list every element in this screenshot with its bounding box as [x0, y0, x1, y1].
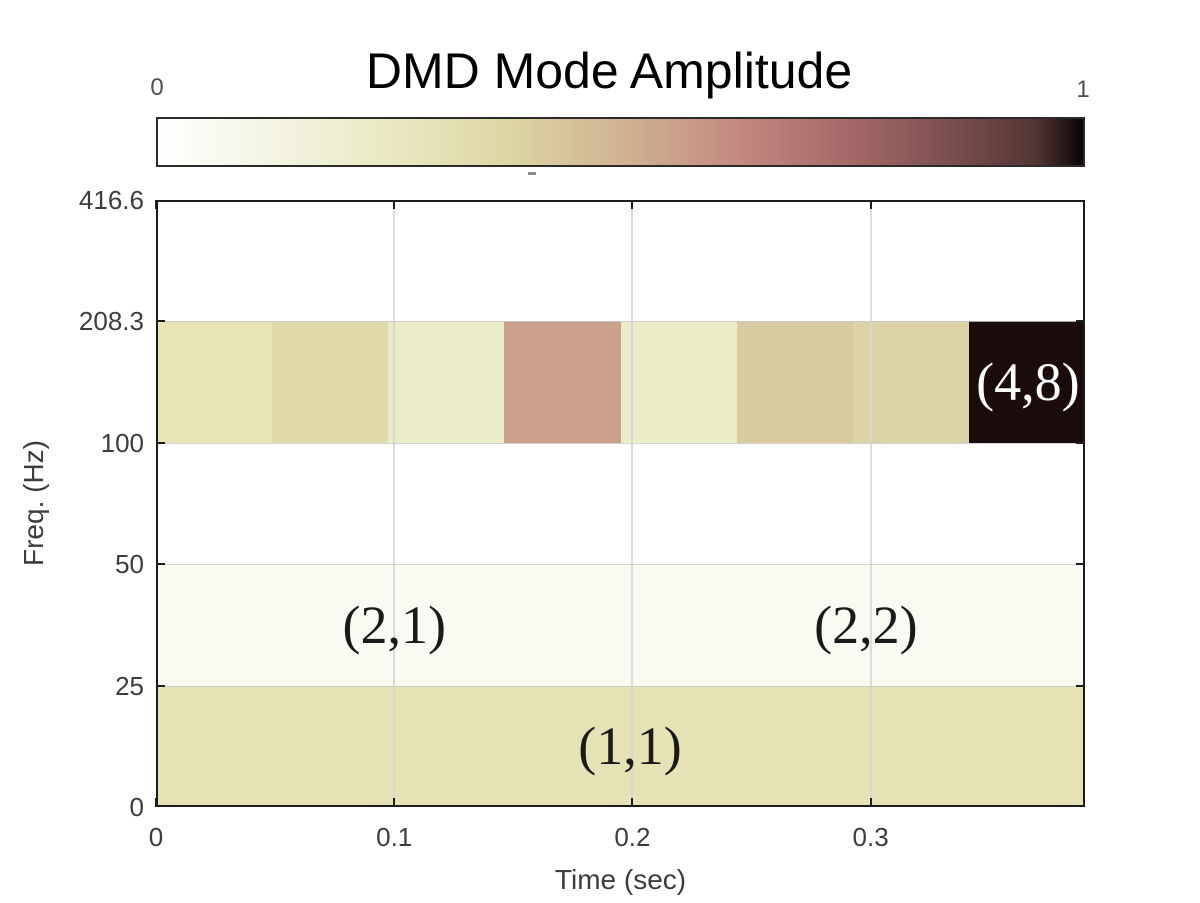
horizontal-gridline-60 — [156, 564, 1085, 566]
y-axis-label: Freq. (Hz) — [18, 440, 49, 566]
y-tick-left-60 — [156, 563, 165, 566]
heatmap-cell-100-208.3-1 — [156, 321, 273, 443]
heatmap-cell-100-208.3-7 — [852, 321, 969, 443]
y-tick-right-60 — [1076, 563, 1085, 566]
x-tick-bottom-0 — [155, 798, 157, 807]
y-tick-left-20 — [156, 320, 165, 323]
freq-band-208.3-416.6 — [156, 200, 1085, 322]
y-tick-label-416.6: 416.6 — [78, 185, 144, 215]
heatmap-cell-100-208.3-5 — [620, 321, 737, 443]
colorbar-max-label: 1 — [1076, 76, 1090, 103]
vertical-gridline-0.2 — [631, 200, 634, 807]
colorbar-min-label: 0 — [150, 74, 164, 101]
x-tick-label-0: 0 — [148, 822, 164, 852]
freq-band-100-208.3 — [156, 321, 1085, 443]
x-tick-top-0.1 — [393, 200, 396, 209]
y-tick-right-80 — [1076, 684, 1085, 687]
x-tick-bottom-0.1 — [393, 798, 396, 807]
heatmap-plot-area — [155, 200, 1085, 807]
y-tick-label-25: 25 — [115, 670, 144, 701]
vertical-gridline-0.3 — [869, 200, 872, 807]
freq-band-25-50 — [156, 564, 1085, 686]
y-tick-right-20 — [1076, 320, 1085, 323]
mode-annotation-22: (2,2) — [814, 594, 918, 655]
freq-band-50-100 — [156, 442, 1085, 565]
y-tick-label-0: 0 — [129, 792, 144, 822]
y-tick-label-100: 100 — [100, 427, 144, 458]
gridlines-layer — [156, 200, 1085, 807]
chart-title: DMD Mode Amplitude — [365, 43, 853, 99]
y-tick-label-208.3: 208.3 — [78, 306, 144, 337]
y-tick-right-40 — [1076, 441, 1085, 444]
heatmap-cell-100-208.3-4 — [504, 321, 621, 443]
y-tick-label-50: 50 — [115, 549, 144, 580]
x-tick-label-0.1: 0.1 — [376, 822, 413, 852]
horizontal-gridline-80 — [156, 685, 1085, 687]
horizontal-gridline-20 — [156, 321, 1085, 323]
heatmap-bands-layer — [156, 200, 1085, 807]
x-tick-top-0.3 — [869, 200, 872, 209]
axis-ticks-layer — [155, 200, 1085, 807]
heatmap-cell-100-208.3-3 — [388, 321, 505, 443]
heatmap-cell-100-208.3-6 — [736, 321, 853, 443]
x-tick-label-0.3: 0.3 — [852, 822, 889, 852]
y-tick-left-80 — [156, 684, 165, 687]
stray-mark — [528, 172, 536, 175]
mode-annotation-48: (4,8) — [976, 352, 1080, 413]
x-tick-bottom-0.2 — [631, 798, 634, 807]
horizontal-gridline-40 — [156, 442, 1085, 444]
freq-band-0-25 — [156, 685, 1085, 807]
mode-annotation-11: (1,1) — [578, 716, 682, 777]
mode-annotation-21: (2,1) — [342, 594, 446, 655]
x-tick-top-0 — [155, 200, 157, 209]
y-tick-left-40 — [156, 441, 165, 444]
x-tick-top-0.2 — [631, 200, 634, 209]
x-axis-label: Time (sec) — [554, 864, 687, 895]
x-tick-bottom-0.3 — [869, 798, 872, 807]
x-tick-label-0.2: 0.2 — [614, 822, 651, 852]
vertical-gridline-0.1 — [393, 200, 396, 807]
heatmap-cell-100-208.3-2 — [272, 321, 389, 443]
heatmap-cell-100-208.3-8 — [968, 321, 1085, 443]
colorbar — [156, 117, 1085, 167]
